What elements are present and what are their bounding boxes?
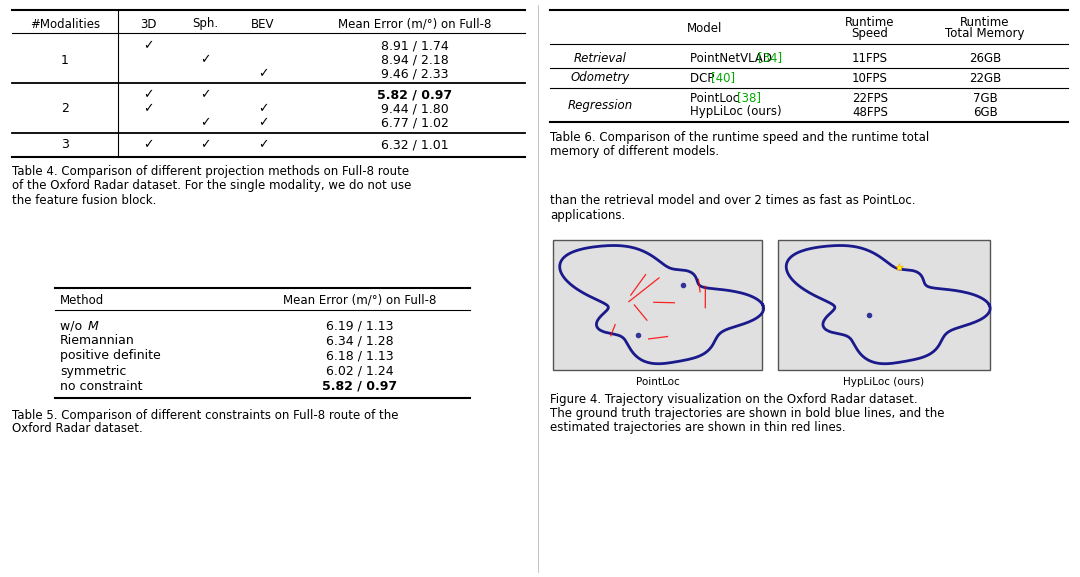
Text: estimated trajectories are shown in thin red lines.: estimated trajectories are shown in thin… xyxy=(550,422,846,434)
Text: Oxford Radar dataset.: Oxford Radar dataset. xyxy=(12,422,143,436)
Text: 10FPS: 10FPS xyxy=(852,72,888,84)
Text: 22FPS: 22FPS xyxy=(852,92,888,104)
Text: Mean Error (m/°) on Full-8: Mean Error (m/°) on Full-8 xyxy=(338,17,491,31)
Text: Regression: Regression xyxy=(567,99,633,111)
Text: Riemannian: Riemannian xyxy=(60,335,135,347)
Text: 6.19 / 1.13: 6.19 / 1.13 xyxy=(326,320,394,332)
Text: Speed: Speed xyxy=(851,28,889,40)
Text: 9.46 / 2.33: 9.46 / 2.33 xyxy=(381,68,449,81)
Text: Mean Error (m/°) on Full-8: Mean Error (m/°) on Full-8 xyxy=(283,294,436,306)
Bar xyxy=(553,240,762,370)
Text: symmetric: symmetric xyxy=(60,365,126,377)
Text: 3: 3 xyxy=(62,138,69,152)
Text: ✓: ✓ xyxy=(200,88,211,102)
Text: ✓: ✓ xyxy=(200,138,211,152)
Text: 6.32 / 1.01: 6.32 / 1.01 xyxy=(381,138,449,152)
Text: Model: Model xyxy=(687,21,723,35)
Text: DCP: DCP xyxy=(690,72,718,84)
Text: 9.44 / 1.80: 9.44 / 1.80 xyxy=(381,103,449,115)
Text: The ground truth trajectories are shown in bold blue lines, and the: The ground truth trajectories are shown … xyxy=(550,407,945,421)
Text: the feature fusion block.: the feature fusion block. xyxy=(12,193,157,207)
Text: Total Memory: Total Memory xyxy=(945,28,1025,40)
Text: Runtime: Runtime xyxy=(846,16,894,28)
Text: 5.82 / 0.97: 5.82 / 0.97 xyxy=(377,88,453,102)
Text: ✓: ✓ xyxy=(258,103,268,115)
Text: 5.82 / 0.97: 5.82 / 0.97 xyxy=(323,380,397,392)
Text: 6.77 / 1.02: 6.77 / 1.02 xyxy=(381,117,449,129)
Text: [38]: [38] xyxy=(737,92,760,104)
Text: ✓: ✓ xyxy=(200,54,211,66)
Text: Table 6. Comparison of the runtime speed and the runtime total: Table 6. Comparison of the runtime speed… xyxy=(550,132,929,144)
Text: ✓: ✓ xyxy=(143,138,153,152)
Bar xyxy=(778,240,990,370)
Text: 6.34 / 1.28: 6.34 / 1.28 xyxy=(326,335,394,347)
Text: 2: 2 xyxy=(62,103,69,115)
Text: PointNetVLAD: PointNetVLAD xyxy=(690,51,775,65)
Text: 6.18 / 1.13: 6.18 / 1.13 xyxy=(326,350,394,362)
Text: HypLiLoc (ours): HypLiLoc (ours) xyxy=(843,377,924,387)
Text: PointLoc: PointLoc xyxy=(636,377,679,387)
Text: Retrieval: Retrieval xyxy=(573,51,626,65)
Text: 6.02 / 1.24: 6.02 / 1.24 xyxy=(326,365,394,377)
Text: PointLoc: PointLoc xyxy=(690,92,743,104)
Text: M: M xyxy=(87,320,98,332)
Text: Table 4. Comparison of different projection methods on Full-8 route: Table 4. Comparison of different project… xyxy=(12,166,409,178)
Text: 8.91 / 1.74: 8.91 / 1.74 xyxy=(381,39,449,53)
Text: 11FPS: 11FPS xyxy=(852,51,888,65)
Text: ✓: ✓ xyxy=(143,39,153,53)
Text: Method: Method xyxy=(60,294,105,306)
Text: [34]: [34] xyxy=(757,51,782,65)
Text: ✓: ✓ xyxy=(258,68,268,81)
Text: than the retrieval model and over 2 times as fast as PointLoc.: than the retrieval model and over 2 time… xyxy=(550,193,916,207)
Text: positive definite: positive definite xyxy=(60,350,161,362)
Text: #Modalities: #Modalities xyxy=(30,17,100,31)
Text: ✓: ✓ xyxy=(200,117,211,129)
Text: memory of different models.: memory of different models. xyxy=(550,145,719,159)
Text: applications.: applications. xyxy=(550,208,625,222)
Text: ✓: ✓ xyxy=(258,117,268,129)
Text: of the Oxford Radar dataset. For the single modality, we do not use: of the Oxford Radar dataset. For the sin… xyxy=(12,179,411,193)
Text: no constraint: no constraint xyxy=(60,380,143,392)
Text: ✓: ✓ xyxy=(143,103,153,115)
Text: w/o: w/o xyxy=(60,320,86,332)
Text: [40]: [40] xyxy=(711,72,734,84)
Text: 6GB: 6GB xyxy=(973,106,997,118)
Text: Odometry: Odometry xyxy=(570,72,630,84)
Text: 8.94 / 2.18: 8.94 / 2.18 xyxy=(381,54,449,66)
Text: 22GB: 22GB xyxy=(969,72,1001,84)
Text: Sph.: Sph. xyxy=(192,17,218,31)
Text: Figure 4. Trajectory visualization on the Oxford Radar dataset.: Figure 4. Trajectory visualization on th… xyxy=(550,394,918,407)
Text: 3D: 3D xyxy=(139,17,157,31)
Text: ✓: ✓ xyxy=(143,88,153,102)
Text: BEV: BEV xyxy=(252,17,274,31)
Text: 48FPS: 48FPS xyxy=(852,106,888,118)
Text: ✓: ✓ xyxy=(258,138,268,152)
Text: HypLiLoc (ours): HypLiLoc (ours) xyxy=(690,106,782,118)
Text: Table 5. Comparison of different constraints on Full-8 route of the: Table 5. Comparison of different constra… xyxy=(12,409,399,422)
Text: 7GB: 7GB xyxy=(973,92,997,104)
Text: 26GB: 26GB xyxy=(969,51,1001,65)
Text: 1: 1 xyxy=(62,54,69,66)
Text: Runtime: Runtime xyxy=(960,16,1010,28)
